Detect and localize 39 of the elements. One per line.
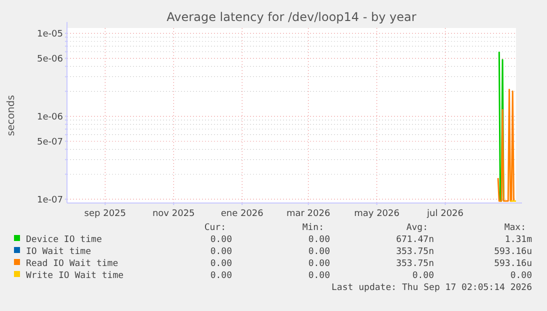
text: 0.00 [210,235,232,245]
text: 593.16u [494,259,532,269]
y-tick-label: 1e-06 [37,112,64,122]
legend-label: IO Wait time [26,247,92,257]
x-tick-label: may 2026 [354,209,400,219]
x-tick-label: sep 2025 [84,209,126,219]
x-tick-label: nov 2025 [152,209,195,219]
chart-title: Average latency for /dev/loop14 - by year [166,10,416,24]
text: 0.00 [510,271,532,281]
x-tick-label: ene 2026 [220,209,264,219]
text: 593.16u [494,247,532,257]
text: 0.00 [412,271,434,281]
text: 1.31m [504,235,532,245]
y-tick-label: 1e-05 [37,29,63,40]
y-tick-label: 1e-07 [37,195,63,206]
y-tick-label: 5e-07 [37,137,63,148]
text: 0.00 [308,259,330,269]
text: Avg: [406,223,428,233]
text: Last update: Thu Sep 17 02:05:14 2026 [332,283,532,293]
legend-label: Device IO time [26,235,102,245]
legend-label: Read IO Wait time [26,259,118,269]
legend-label: Write IO Wait time [26,271,124,281]
y-tick-label: 5e-06 [37,54,64,64]
x-tick-label: jul 2026 [426,209,464,219]
text: 0.00 [308,235,330,245]
text: 353.75n [396,247,434,257]
text: 0.00 [210,247,232,257]
text: 353.75n [396,259,434,269]
y-axis-title: seconds [6,95,17,136]
text: Cur: [204,223,226,233]
text: 0.00 [210,271,232,281]
text: Max: [504,223,526,233]
line-series [497,88,515,202]
text: Min: [302,223,324,233]
text: 0.00 [210,259,232,269]
text: 0.00 [308,271,330,281]
text: 0.00 [308,247,330,257]
text: 671.47n [396,235,434,245]
x-tick-label: mar 2026 [286,209,330,219]
